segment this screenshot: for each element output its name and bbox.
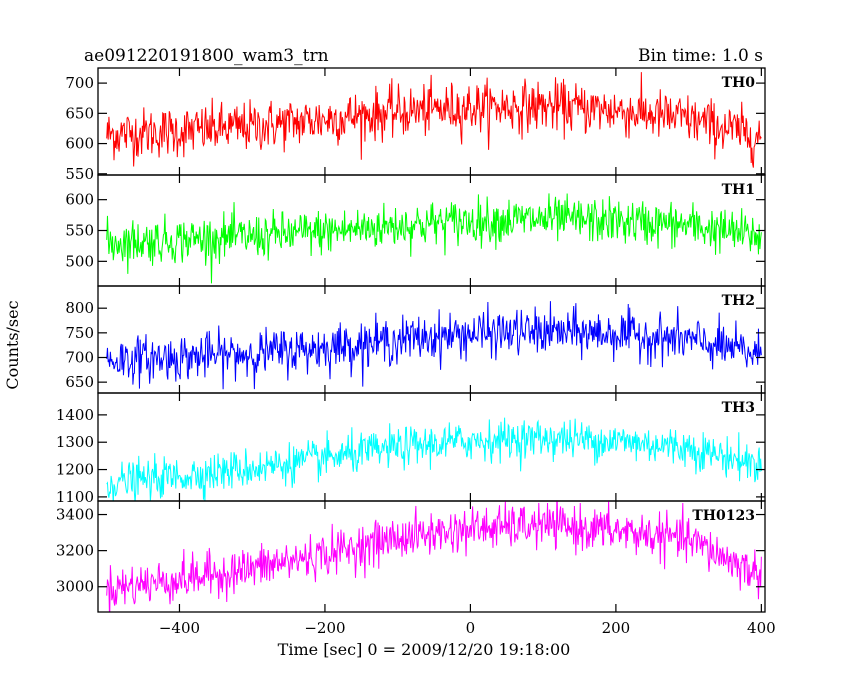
y-axis-label: Counts/sec: [3, 300, 22, 389]
y-tick-label: 1200: [56, 461, 94, 479]
chart-title: ae091220191800_wam3_trn: [84, 46, 329, 66]
x-tick-label: 200: [602, 619, 631, 637]
panel-th0: 550 600 650 700 TH0: [65, 67, 766, 183]
panel-label-th3: TH3: [722, 400, 755, 416]
y-tick-label: 500: [65, 252, 94, 270]
panel-frame: [97, 174, 766, 287]
series-line-th3: [106, 417, 762, 501]
series-line-th0123: [106, 501, 762, 612]
y-tick-label: 1100: [56, 488, 94, 506]
y-tick-label: 1400: [56, 406, 94, 424]
panel-frame: [97, 392, 766, 502]
y-tick-label: 800: [65, 299, 94, 317]
x-tick-label: −200: [304, 619, 345, 637]
x-tick-label: −400: [159, 619, 200, 637]
y-tick-label: 3000: [56, 578, 94, 596]
panel-th1: 500 550 600 TH1: [65, 174, 766, 287]
y-tick-label: 700: [65, 348, 94, 366]
x-tick-label: 400: [747, 619, 776, 637]
panel-frame: [97, 500, 766, 613]
y-tick-label: 700: [65, 74, 94, 92]
bin-time-label: Bin time: 1.0 s: [638, 46, 763, 66]
panel-label-th1: TH1: [722, 182, 755, 198]
panel-label-th0123: TH0123: [692, 508, 755, 524]
panel-label-th2: TH2: [722, 293, 755, 309]
panel-th3: 1100 1200 1300 1400 TH3: [56, 392, 766, 506]
x-axis-label: Time [sec] 0 = 2009/12/20 19:18:00: [278, 640, 571, 659]
panels-group: 550 600 650 700 TH0 500 550 600 TH1 650 700 750 800 T…: [56, 67, 766, 613]
panel-th2: 650 700 750 800 TH2: [65, 285, 766, 394]
series-line-th1: [106, 193, 762, 284]
y-tick-label: 550: [65, 165, 94, 183]
y-tick-label: 3400: [56, 506, 94, 524]
y-tick-label: 1300: [56, 433, 94, 451]
y-tick-label: 650: [65, 104, 94, 122]
series-line-th2: [106, 301, 762, 390]
y-tick-label: 600: [65, 191, 94, 209]
y-tick-label: 650: [65, 373, 94, 391]
y-tick-label: 550: [65, 222, 94, 240]
panel-th0123: 3000 3200 3400 TH0123: [56, 500, 766, 613]
panel-label-th0: TH0: [722, 75, 756, 91]
series-line-th0: [106, 72, 762, 168]
x-axis: −400 −200 0 200 400: [159, 619, 776, 637]
y-tick-label: 750: [65, 324, 94, 342]
y-tick-label: 3200: [56, 542, 94, 560]
y-tick-label: 600: [65, 135, 94, 153]
x-tick-label: 0: [466, 619, 476, 637]
